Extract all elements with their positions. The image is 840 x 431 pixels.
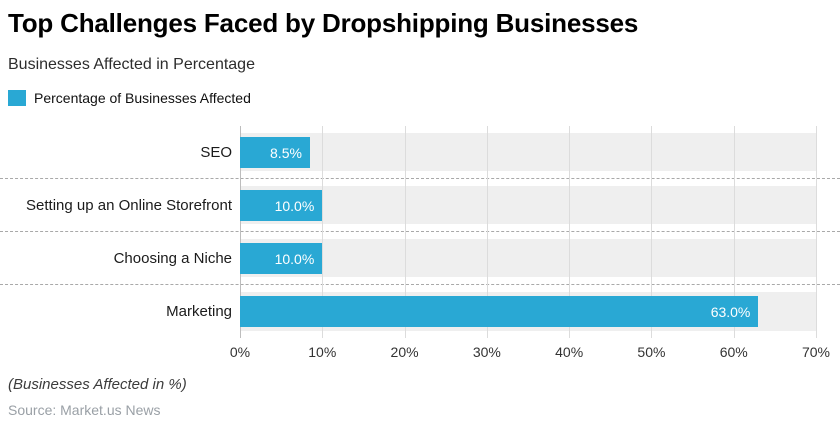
gridline [404,126,406,338]
chart-title: Top Challenges Faced by Dropshipping Bus… [8,8,639,38]
x-tick-label: 0% [229,344,251,360]
gridline [322,126,324,338]
x-tick-label: 60% [719,344,748,360]
bar-value-label: 8.5% [270,144,302,161]
plot-cell: 63.0% [240,285,816,338]
bar[interactable]: 8.5% [240,137,310,168]
category-label: Choosing a Niche [113,249,232,267]
x-tick-label: 20% [390,344,419,360]
row-band [240,239,816,277]
x-tick-label: 10% [308,344,337,360]
gridline [240,126,241,338]
bar[interactable]: 10.0% [240,243,323,274]
gridline [816,126,817,338]
plot-cell: 8.5% [240,126,816,178]
category-label: SEO [200,143,232,161]
plot-cell: 10.0% [240,179,816,231]
x-tick-label: 40% [555,344,584,360]
bar[interactable]: 10.0% [240,190,323,221]
row-band [240,133,816,171]
source-text: Source: Market.us News [8,402,161,418]
bar-rows: SEO 8.5% Setting up an Online Storefront 10… [0,126,840,338]
gridline [733,126,735,338]
gridline [651,126,653,338]
bar-value-label: 10.0% [274,197,315,214]
legend-swatch-icon [8,90,26,106]
category-label: Setting up an Online Storefront [26,196,232,214]
x-tick-label: 70% [801,344,831,360]
bar-row: Marketing 63.0% [0,285,840,338]
bar-row: SEO 8.5% [0,126,840,179]
bar-row: Setting up an Online Storefront 10.0% [0,179,840,232]
bar-row: Choosing a Niche 10.0% [0,232,840,285]
bar[interactable]: 63.0% [240,296,759,327]
bar-chart: SEO 8.5% Setting up an Online Storefront 10… [0,126,840,338]
gridline [486,126,488,338]
axis-units-note: (Businesses Affected in %) [8,376,187,393]
legend-label: Percentage of Businesses Affected [34,90,251,106]
x-axis: 0% 10% 20% 30% 40% 50% 60% 70% [230,338,830,366]
gridline [569,126,571,338]
plot-cell: 10.0% [240,232,816,284]
bar-value-label: 63.0% [710,303,751,320]
gridlines [240,126,817,338]
row-band [240,186,816,224]
chart-subtitle: Businesses Affected in Percentage [8,56,255,73]
x-tick-label: 30% [472,344,501,360]
x-tick-label: 50% [637,344,666,360]
legend-item[interactable]: Percentage of Businesses Affected [8,90,251,106]
category-label: Marketing [166,303,232,320]
bar-value-label: 10.0% [274,250,315,267]
